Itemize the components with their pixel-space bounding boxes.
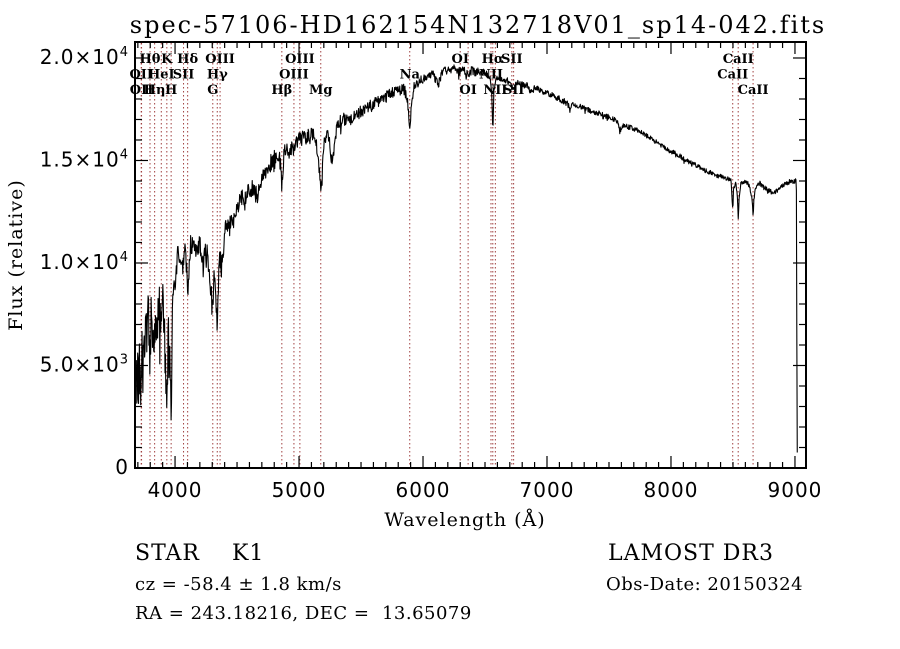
x-tick-label: 7000 [520, 478, 575, 502]
x-tick-label: 8000 [644, 478, 699, 502]
y-tick-label: 0 [115, 455, 129, 479]
line-label-SII: SII [501, 52, 523, 67]
line-label-CaII: CaII [738, 83, 769, 98]
axis-tick-labels: 4000 5000 6000 7000 8000 9000 0 5.0×103 1.0×104 1… [40, 45, 823, 502]
line-label-Hη: Hη [144, 83, 166, 98]
line-label-NII: NII [483, 83, 507, 98]
line-label-OIII: OIII [285, 52, 315, 67]
plot-title: spec-57106-HD162154N132718V01_sp14-042.f… [130, 11, 826, 39]
spectrum-trace [135, 64, 798, 453]
line-label-Hθ: Hθ [140, 52, 161, 67]
x-tick-label: 5000 [272, 478, 327, 502]
line-label-Na: Na [400, 68, 421, 83]
line-label-Hβ: Hβ [271, 83, 292, 98]
line-label-OI: OI [452, 52, 469, 67]
line-label-OI: OI [459, 83, 476, 98]
spectrum-flux-curve [135, 64, 798, 453]
object-class-label: STAR K1 [135, 541, 264, 566]
spectral-line-markers [140, 43, 754, 467]
survey-release-label: LAMOST DR3 [608, 541, 774, 566]
line-label-CaII: CaII [723, 52, 754, 67]
line-label-HeI: HeI [148, 68, 175, 83]
spectral-line-labels: HθOIIOIIHηHeIKHSIIHδGHγOIIIHβOIIIOIIIMgN… [129, 52, 768, 98]
y-tick-label: 1.5×104 [40, 147, 129, 171]
x-axis-label: Wavelength (Å) [384, 509, 545, 531]
obs-date-label: Obs-Date: 20150324 [606, 574, 803, 595]
line-label-SII: SII [173, 68, 195, 83]
y-axis-label: Flux (relative) [5, 179, 27, 331]
x-tick-label: 6000 [396, 478, 451, 502]
x-tick-label: 4000 [148, 478, 203, 502]
y-tick-label: 2.0×104 [40, 45, 129, 69]
x-tick-label: 9000 [768, 478, 823, 502]
ra-dec-label: RA = 243.18216, DEC = 13.65079 [135, 603, 472, 624]
line-label-Mg: Mg [309, 83, 332, 98]
line-label-OIII: OIII [205, 52, 235, 67]
line-label-OIII: OIII [279, 68, 309, 83]
line-label-H: H [165, 83, 177, 98]
line-label-Hγ: Hγ [207, 68, 228, 83]
line-label-Hδ: Hδ [177, 52, 198, 67]
line-label-G: G [207, 83, 218, 98]
y-tick-label: 1.0×104 [40, 250, 129, 274]
line-label-CaII: CaII [717, 68, 748, 83]
radial-velocity-label: cz = -58.4 ± 1.8 km/s [135, 574, 342, 595]
plot-frame [134, 41, 807, 469]
line-label-SII: SII [503, 83, 525, 98]
axis-ticks [135, 42, 806, 469]
line-label-Hα: Hα [482, 52, 504, 67]
y-tick-label: 5.0×103 [40, 352, 129, 376]
line-label-K: K [161, 52, 173, 67]
